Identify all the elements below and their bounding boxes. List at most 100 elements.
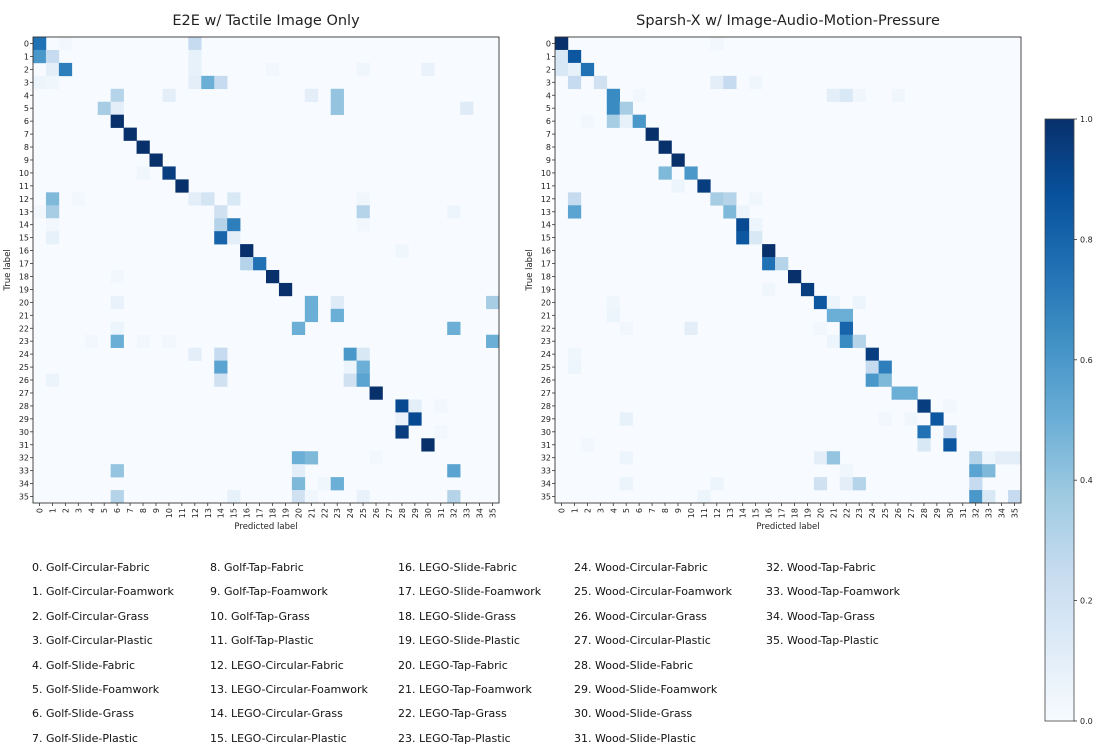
x-tick-label: 24 <box>346 508 355 518</box>
heatmap-cell <box>110 114 124 128</box>
y-tick-label: 7 <box>24 130 29 139</box>
x-tick-label: 35 <box>1011 508 1020 518</box>
heatmap-cell <box>227 218 241 232</box>
y-tick-label: 17 <box>19 260 29 269</box>
y-tick-label: 16 <box>541 247 551 256</box>
y-tick-label: 8 <box>546 143 551 152</box>
heatmap-cell <box>567 49 582 64</box>
heatmap-cell <box>917 399 931 413</box>
x-tick-label: 17 <box>256 508 265 518</box>
legend-item: 27. Wood-Circular-Plastic <box>574 634 711 648</box>
y-tick-label: 18 <box>19 272 29 281</box>
heatmap-cell <box>723 192 737 206</box>
heatmap-cell <box>214 360 228 374</box>
y-tick-label: 19 <box>19 285 29 294</box>
heatmap-cell <box>356 192 370 206</box>
x-tick-label: 31 <box>959 508 968 518</box>
x-tick-label: 6 <box>635 508 644 513</box>
x-tick-label: 24 <box>868 508 877 518</box>
heatmap-cell <box>813 321 828 336</box>
heatmap-cell <box>227 490 241 504</box>
y-tick-label: 14 <box>19 221 29 230</box>
heatmap-cell <box>343 347 357 361</box>
heatmap-cell <box>45 49 60 64</box>
legend-item: 16. LEGO-Slide-Fabric <box>398 561 518 574</box>
heatmap-cell <box>408 412 422 426</box>
heatmap-cell <box>606 295 621 310</box>
y-tick-label: 0 <box>546 39 551 48</box>
heatmap-cell <box>45 75 60 90</box>
heatmap-cell <box>619 451 633 465</box>
axes-frame <box>32 36 500 504</box>
x-tick-label: 11 <box>178 508 187 518</box>
colorbar-tick-label: 0.4 <box>1080 476 1093 485</box>
y-tick-label: 32 <box>19 454 29 463</box>
heatmap-cell <box>486 295 500 310</box>
heatmap-cell <box>110 334 124 348</box>
heatmap-cell <box>606 308 621 323</box>
legend-item: 9. Golf-Tap-Foamwork <box>210 585 328 599</box>
legend-item: 5. Golf-Slide-Foamwork <box>32 683 160 696</box>
heatmap-cell <box>697 179 711 193</box>
left-chart-title: E2E w/ Tactile Image Only <box>172 13 360 29</box>
heatmap-cell <box>330 101 344 115</box>
heatmap-cell <box>555 37 569 51</box>
x-tick-label: 27 <box>907 508 916 518</box>
legend-item: 21. LEGO-Tap-Foamwork <box>398 683 532 696</box>
x-tick-label: 22 <box>320 508 329 518</box>
heatmap-cell <box>555 62 569 77</box>
x-tick-label: 8 <box>139 508 148 513</box>
heatmap-cell <box>486 334 500 348</box>
y-tick-label: 4 <box>546 91 551 100</box>
y-tick-label: 12 <box>541 195 551 204</box>
heatmap-cell <box>45 62 60 77</box>
heatmap-cell <box>343 373 357 387</box>
heatmap-cell <box>110 490 124 504</box>
x-tick-label: 21 <box>307 508 316 518</box>
x-tick-label: 26 <box>372 508 381 518</box>
left-heatmap: 0011223344556677889910101111121213131414… <box>19 36 500 518</box>
heatmap-cell <box>852 295 866 310</box>
heatmap-cell <box>917 425 931 439</box>
heatmap-cell <box>291 464 306 478</box>
heatmap-cell <box>291 321 306 336</box>
heatmap-cell <box>97 101 111 115</box>
heatmap-cell <box>395 399 409 413</box>
heatmap-cell <box>123 127 137 141</box>
y-tick-label: 26 <box>19 376 29 385</box>
x-tick-label: 29 <box>933 508 942 518</box>
heatmap-cell <box>930 412 944 426</box>
heatmap-cell <box>865 360 879 374</box>
heatmap-cell <box>356 490 370 504</box>
x-tick-label: 14 <box>217 508 226 518</box>
colorbar-tick-label: 0.0 <box>1080 717 1093 726</box>
legend-item: 12. LEGO-Circular-Fabric <box>210 658 344 672</box>
y-tick-label: 30 <box>19 428 29 437</box>
x-tick-label: 13 <box>204 508 213 518</box>
x-tick-label: 16 <box>765 508 774 518</box>
y-tick-label: 5 <box>24 104 29 113</box>
heatmap-cell <box>891 88 905 103</box>
x-tick-label: 19 <box>803 508 812 518</box>
heatmap-cell <box>421 62 435 77</box>
heatmap-cell <box>567 75 582 90</box>
x-tick-label: 7 <box>648 508 657 513</box>
heatmap-cell <box>45 192 60 206</box>
heatmap-cell <box>749 231 763 245</box>
heatmap-cell <box>408 399 422 413</box>
heatmap-cell <box>852 334 866 348</box>
x-tick-label: 2 <box>61 508 70 513</box>
y-tick-label: 17 <box>541 260 551 269</box>
x-tick-label: 3 <box>74 508 83 513</box>
y-tick-label: 11 <box>541 182 551 191</box>
heatmap-cell <box>736 205 750 219</box>
x-tick-label: 0 <box>35 508 44 513</box>
legend-item: 14. LEGO-Circular-Grass <box>210 707 343 721</box>
y-tick-label: 10 <box>541 169 551 178</box>
x-tick-label: 25 <box>359 508 368 518</box>
legend-item: 11. Golf-Tap-Plastic <box>210 634 314 648</box>
heatmap-cell <box>1008 490 1022 504</box>
x-tick-label: 12 <box>191 508 200 518</box>
legend-item: 22. LEGO-Tap-Grass <box>398 707 507 721</box>
legend-item: 28. Wood-Slide-Fabric <box>574 658 694 672</box>
